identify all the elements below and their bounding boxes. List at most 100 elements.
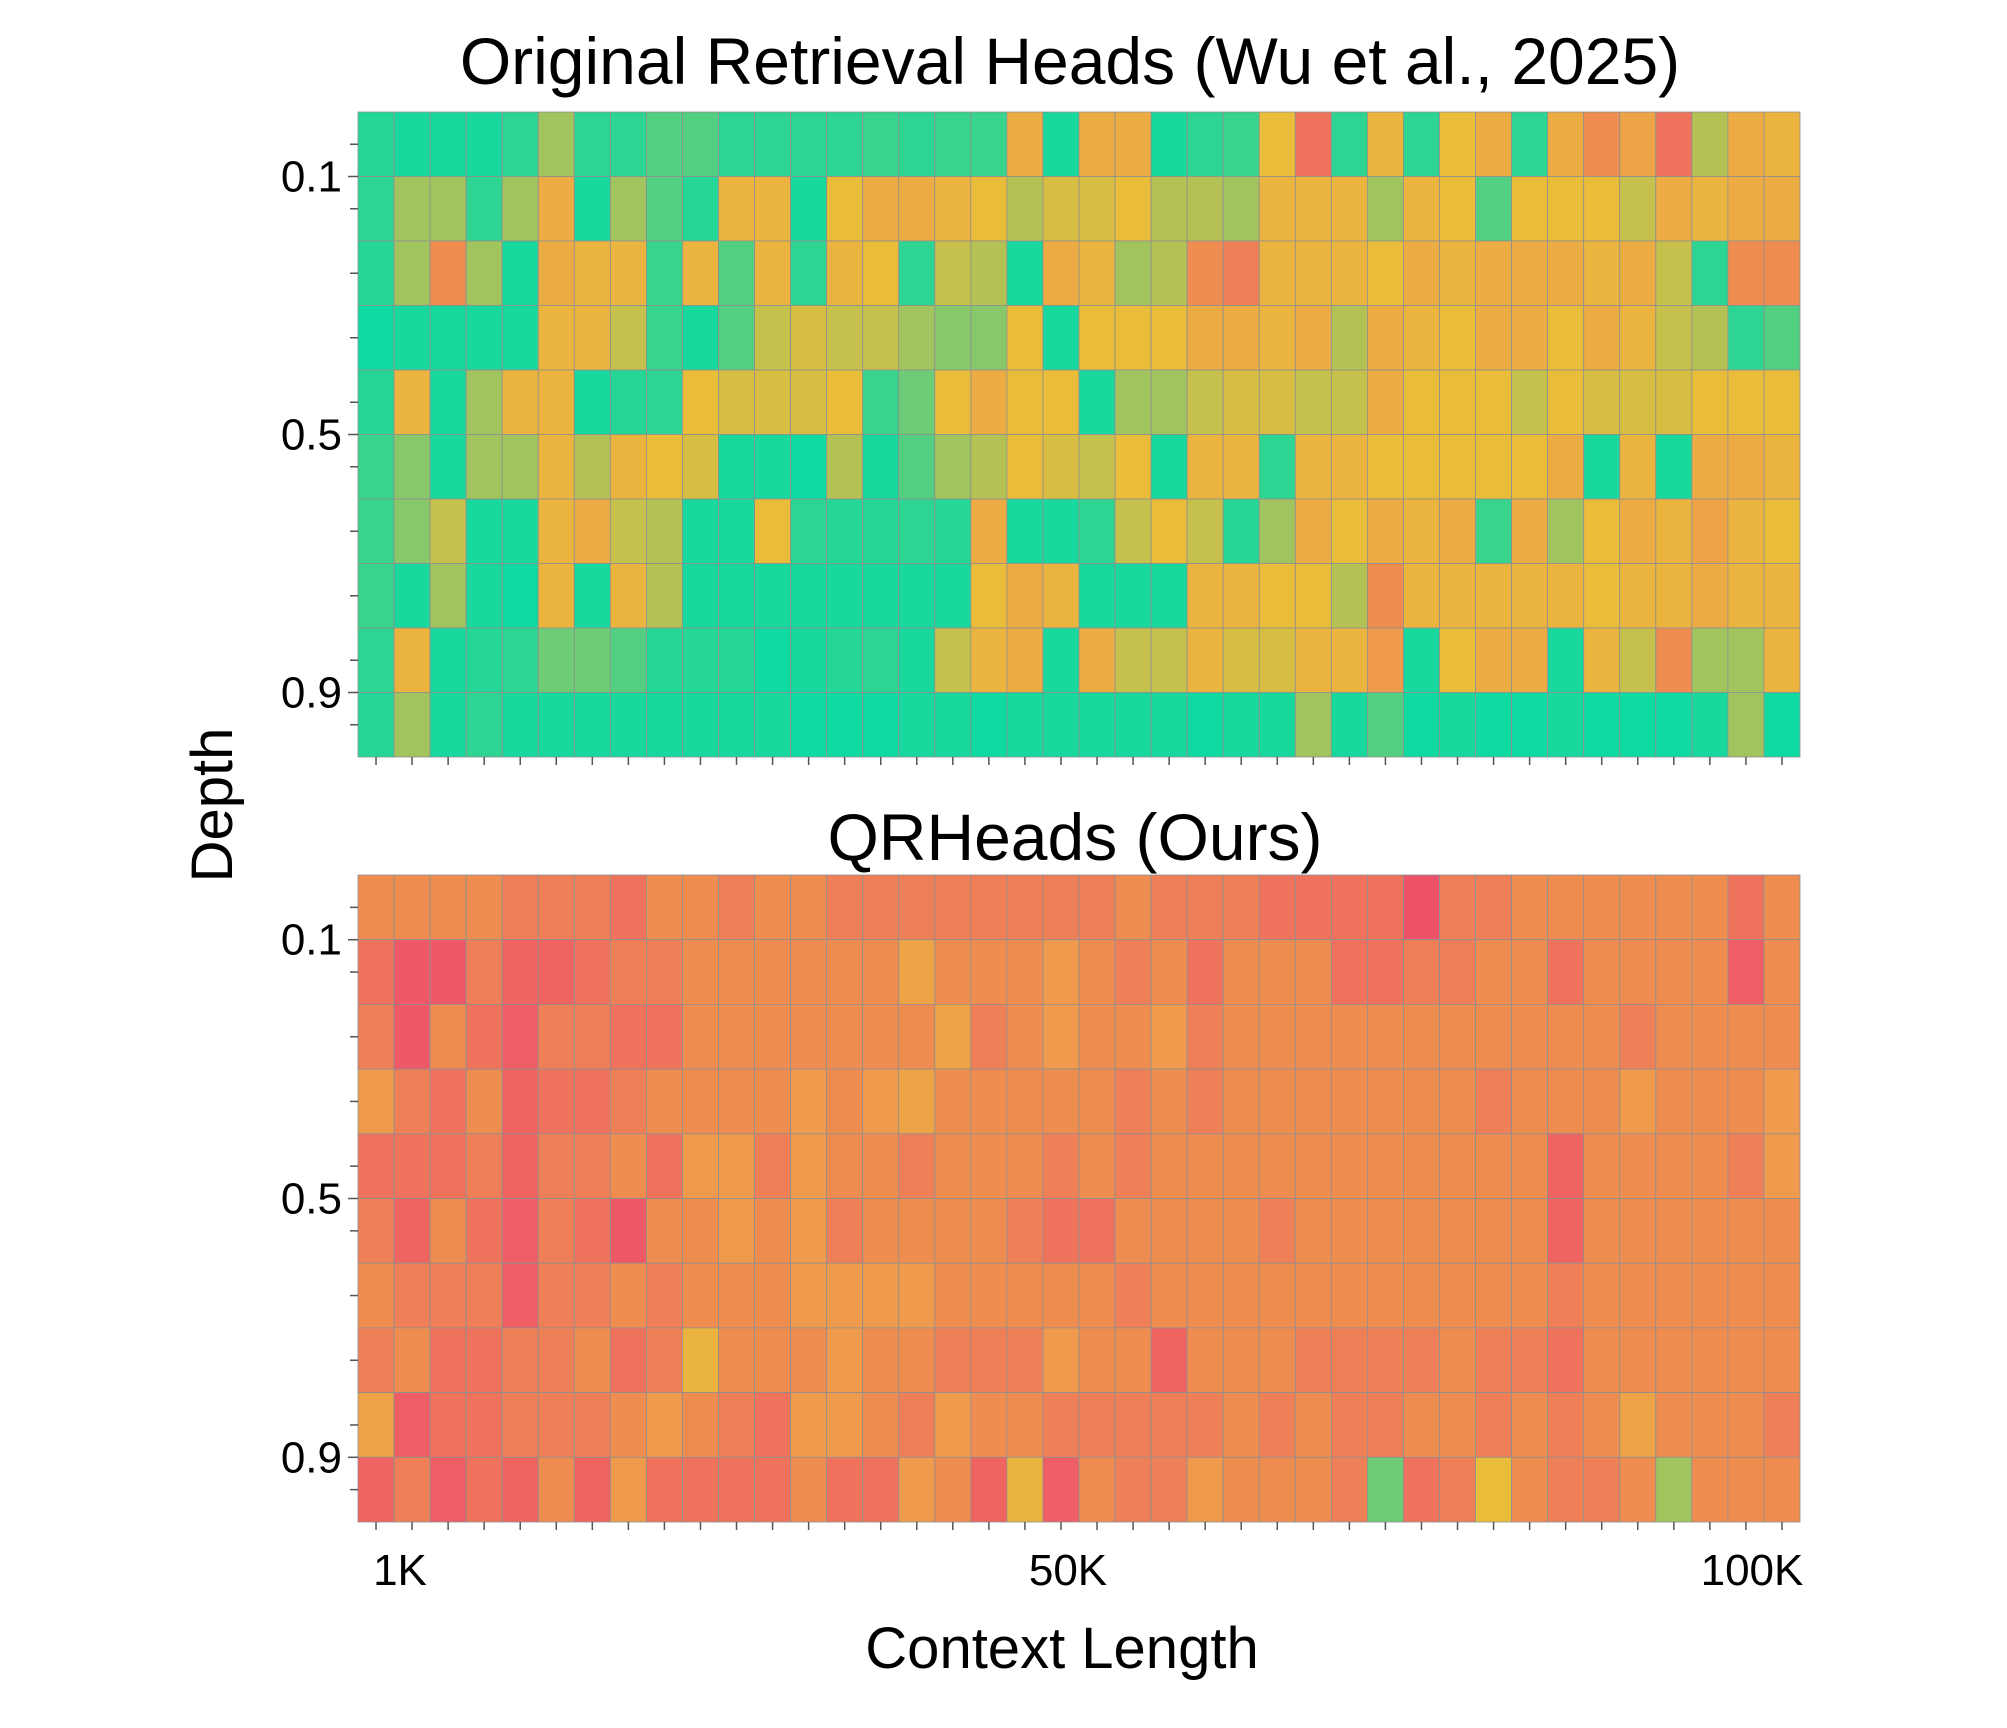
top-heatmap-cell	[646, 176, 683, 242]
top-heatmap-cell	[1330, 627, 1368, 693]
top-heatmap-cell	[682, 176, 719, 242]
top-heatmap-cell	[754, 627, 791, 693]
bottom-heatmap-cell	[1547, 1262, 1585, 1329]
bottom-heatmap-cell	[682, 1262, 719, 1329]
bottom-heatmap-cell	[465, 1133, 503, 1199]
top-heatmap-cell	[1222, 240, 1260, 306]
bottom-heatmap-cell	[646, 1068, 683, 1135]
top-heatmap-cell	[429, 111, 467, 177]
top-heatmap-cell	[1150, 498, 1188, 564]
bottom-heatmap-cell	[357, 1262, 395, 1329]
top-heatmap-cell	[1150, 240, 1188, 306]
top-heatmap-cell	[609, 627, 647, 693]
top-heatmap-cell	[1006, 176, 1044, 242]
bottom-heatmap-cell	[1475, 874, 1513, 941]
top-heatmap-cell	[1619, 176, 1657, 242]
top-heatmap-cell	[790, 434, 828, 500]
top-heatmap-cell	[1186, 692, 1224, 758]
bottom-heatmap-cell	[501, 1392, 539, 1458]
bottom-heatmap-cell	[1078, 1392, 1116, 1458]
top-heatmap-cell	[790, 176, 828, 242]
top-heatmap-cell	[1727, 692, 1765, 758]
top-heatmap-cell	[862, 369, 900, 435]
bottom-heatmap-cell	[1258, 1456, 1296, 1523]
bottom-heatmap-cell	[826, 939, 864, 1005]
bottom-heatmap-cell	[934, 1198, 972, 1264]
bottom-heatmap-cell	[1150, 1004, 1188, 1070]
top-heatmap-cell	[573, 305, 611, 371]
top-heatmap-cell	[682, 111, 719, 177]
top-heatmap-cell	[898, 176, 936, 242]
bottom-heatmap-cell	[1042, 1262, 1080, 1329]
bottom-heatmap-cell	[862, 939, 900, 1005]
top-heatmap-cell	[1403, 176, 1440, 242]
bottom-heatmap-cell	[429, 1068, 467, 1135]
top-heatmap-cell	[1763, 563, 1801, 629]
top-heatmap-cell	[357, 627, 395, 693]
bottom-heatmap-cell	[682, 1004, 719, 1070]
top-heatmap-cell	[1114, 498, 1152, 564]
top-heatmap-cell	[970, 111, 1008, 177]
bottom-heatmap-cell	[1006, 939, 1044, 1005]
bottom-heatmap-cell	[1763, 1004, 1801, 1070]
top-heatmap-cell	[1150, 692, 1188, 758]
bottom-heatmap-cell	[1367, 1198, 1404, 1264]
bottom-heatmap-cell	[501, 874, 539, 941]
bottom-heatmap-cell	[1691, 1068, 1729, 1135]
top-heatmap-cell	[573, 627, 611, 693]
top-heatmap-cell	[862, 563, 900, 629]
bottom-heatmap-cell	[1222, 1198, 1260, 1264]
top-heatmap-cell	[646, 240, 683, 306]
bottom-heatmap-cell	[1006, 1262, 1044, 1329]
bottom-heatmap-cell	[1150, 1198, 1188, 1264]
bottom-heatmap-cell	[1186, 1133, 1224, 1199]
bottom-heatmap-cell	[1439, 1133, 1476, 1199]
top-heatmap-cell	[754, 369, 791, 435]
bottom-heatmap-cell	[826, 1004, 864, 1070]
top-heatmap-cell	[970, 305, 1008, 371]
bottom-heatmap-cell	[1619, 1262, 1657, 1329]
top-heatmap-cell	[1078, 176, 1116, 242]
top-heatmap-cell	[898, 627, 936, 693]
bottom-heatmap-cell	[1619, 1004, 1657, 1070]
top-heatmap-cell	[1042, 176, 1080, 242]
top-heatmap-cell	[682, 692, 719, 758]
top-heatmap-cell	[1691, 369, 1729, 435]
bottom-heatmap-cell	[465, 874, 503, 941]
bottom-heatmap-cell	[1655, 939, 1693, 1005]
top-heatmap-cell	[1258, 627, 1296, 693]
top-heatmap-cell	[754, 305, 791, 371]
bottom-heatmap-cell	[1655, 1456, 1693, 1523]
top-heatmap-cell	[1655, 111, 1693, 177]
top-heatmap-cell	[1655, 305, 1693, 371]
bottom-heatmap-cell	[1655, 1392, 1693, 1458]
bottom-heatmap-cell	[862, 1392, 900, 1458]
bottom-heatmap-cell	[393, 1327, 431, 1394]
top-heatmap-cell	[1186, 434, 1224, 500]
bottom-heatmap-cell	[898, 939, 936, 1005]
top-heatmap-cell	[718, 111, 755, 177]
top-heatmap-cell	[1511, 498, 1549, 564]
top-heatmap-cell	[357, 434, 395, 500]
bottom-heatmap-cell	[1403, 1262, 1440, 1329]
top-heatmap-cell	[1439, 369, 1476, 435]
bottom-heatmap-cell	[1006, 1004, 1044, 1070]
bottom-heatmap-cell	[1547, 939, 1585, 1005]
top-heatmap-cell	[1186, 498, 1224, 564]
bottom-heatmap-cell	[1042, 939, 1080, 1005]
top-heatmap-cell	[501, 498, 539, 564]
bottom-heatmap-cell	[573, 1262, 611, 1329]
top-heatmap-cell	[1367, 369, 1404, 435]
top-heatmap-cell	[898, 305, 936, 371]
bottom-heatmap-cell	[898, 1262, 936, 1329]
top-heatmap-cell	[1727, 176, 1765, 242]
top-heatmap-cell	[1042, 563, 1080, 629]
bottom-heatmap-cell	[1006, 1392, 1044, 1458]
bottom-heatmap-cell	[1475, 1068, 1513, 1135]
bottom-heatmap-cell	[573, 1392, 611, 1458]
top-heatmap-cell	[1367, 305, 1404, 371]
top-heatmap-cell	[1367, 692, 1404, 758]
bottom-heatmap-cell	[1403, 874, 1440, 941]
bottom-heatmap-cell	[1330, 874, 1368, 941]
top-heatmap-cell	[1330, 176, 1368, 242]
